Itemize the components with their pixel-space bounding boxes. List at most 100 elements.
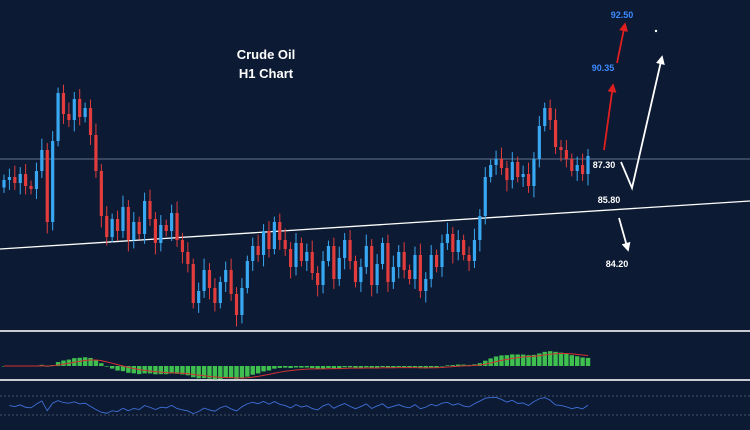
candle-body	[272, 222, 276, 249]
candle-body	[83, 108, 87, 117]
candle-body	[18, 174, 22, 183]
level-label: 84.20	[606, 259, 629, 269]
candle-body	[413, 255, 417, 279]
macd-bar	[510, 354, 515, 366]
candle-body	[67, 114, 71, 120]
candle-body	[51, 141, 55, 222]
candle-body	[283, 240, 287, 249]
chart-title: Crude Oil	[237, 47, 296, 62]
macd-bar	[153, 366, 158, 375]
candle-body	[380, 243, 385, 264]
macd-bar	[228, 366, 234, 379]
candle-body	[445, 234, 450, 243]
candle-body	[564, 150, 568, 159]
macd-bar	[396, 366, 401, 368]
macd-bar	[120, 366, 126, 372]
macd-bar	[369, 366, 374, 369]
candle-body	[72, 99, 76, 120]
macd-bar	[99, 363, 104, 366]
candle-body	[29, 186, 33, 189]
candle-body	[467, 255, 471, 261]
candle-body	[251, 246, 255, 261]
candle-body	[207, 270, 212, 288]
macd-bar	[109, 366, 115, 369]
candle-body	[148, 201, 152, 219]
level-label: 92.50	[611, 10, 634, 20]
candle-body	[288, 249, 293, 267]
macd-bar	[504, 355, 510, 366]
candle-body	[305, 252, 309, 261]
candle-body	[2, 180, 6, 188]
candle-body	[418, 255, 422, 291]
candle-body	[548, 108, 552, 120]
macd-bar	[126, 366, 131, 373]
macd-bar	[385, 366, 391, 368]
candles-group	[2, 84, 590, 327]
marker-dot	[654, 29, 658, 33]
candle-body	[586, 156, 590, 174]
candle-body	[440, 243, 444, 267]
macd-bar	[218, 366, 223, 379]
macd-bar	[277, 366, 282, 368]
macd-bar	[353, 366, 358, 369]
candle-body	[40, 150, 44, 171]
macd-bar	[542, 351, 547, 366]
candle-body	[110, 219, 114, 237]
macd-bar	[580, 357, 585, 366]
candle-body	[197, 291, 201, 303]
macd-bar	[401, 366, 407, 368]
candle-body	[478, 216, 482, 240]
macd-bar	[320, 366, 326, 369]
candle-body	[570, 159, 574, 171]
candle-body	[521, 174, 525, 177]
candle-body	[553, 120, 558, 147]
candle-body	[370, 246, 374, 285]
macd-bar	[61, 360, 66, 366]
candle-body	[115, 219, 120, 231]
macd-bar	[558, 352, 564, 366]
macd-bar	[450, 365, 456, 366]
candle-body	[526, 174, 531, 186]
macd-bar	[456, 364, 461, 366]
candle-body	[343, 240, 347, 258]
macd-bar	[261, 366, 266, 372]
macd-bar	[1, 366, 7, 367]
down-arrow-white	[618, 217, 631, 252]
panel-separator	[0, 379, 750, 381]
macd-bar	[515, 354, 520, 366]
candle-body	[391, 267, 395, 282]
macd-bar	[553, 351, 558, 366]
macd-bar	[191, 366, 196, 378]
macd-bar	[239, 366, 245, 379]
trendline	[0, 200, 750, 250]
candle-body	[321, 261, 325, 285]
macd-bar	[282, 366, 288, 368]
macd-bar	[547, 351, 553, 366]
macd-bar	[223, 366, 228, 379]
macd-bar	[407, 366, 412, 368]
macd-bar	[374, 366, 380, 368]
panel-separator	[0, 330, 750, 332]
candle-body	[267, 231, 271, 249]
up-arrow-red	[603, 83, 617, 151]
candle-body	[164, 225, 168, 231]
macd-bar	[531, 354, 537, 366]
macd-bar	[174, 366, 180, 374]
candle-body	[575, 165, 579, 171]
candle-body	[299, 243, 304, 261]
macd-bar	[77, 357, 82, 366]
candle-body	[310, 252, 314, 273]
candle-body	[88, 108, 93, 135]
candle-body	[429, 255, 433, 279]
candle-body	[402, 252, 406, 270]
candle-body	[278, 222, 282, 240]
macd-bar	[250, 366, 255, 375]
rsi-line	[9, 396, 589, 415]
candle-body	[191, 264, 195, 303]
candle-body	[397, 252, 401, 267]
projection-arrow-white	[620, 55, 665, 191]
candle-body	[159, 225, 163, 243]
macd-bar	[428, 366, 434, 368]
